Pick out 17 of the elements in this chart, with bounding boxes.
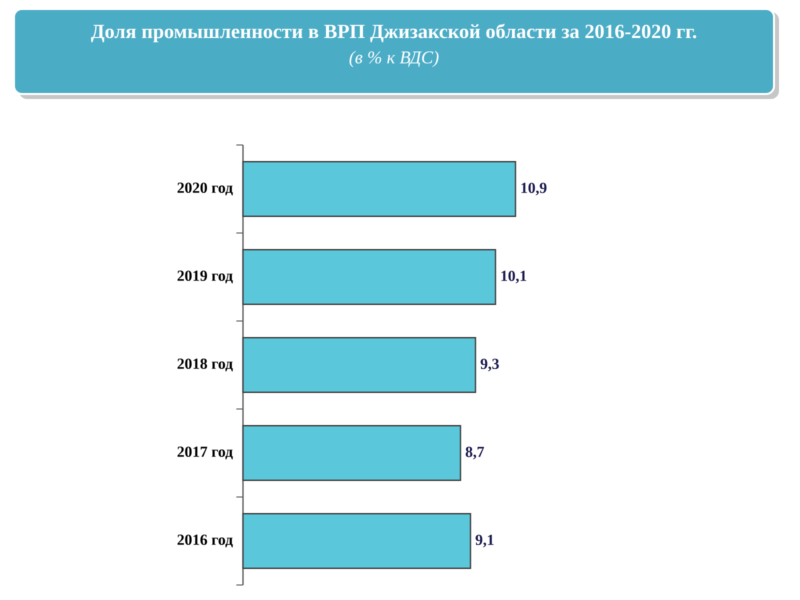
y-tick-label: 2018 год [178, 358, 233, 372]
bar [242, 161, 516, 218]
y-tick-label: 2016 год [178, 534, 233, 548]
data-label: 10,9 [521, 182, 546, 196]
data-label: 10,1 [501, 270, 526, 284]
data-label: 9,3 [480, 358, 499, 372]
bar [242, 425, 462, 482]
data-label: 8,7 [466, 446, 484, 460]
bar [242, 513, 472, 570]
bar [242, 249, 496, 306]
y-tick-label: 2020 год [178, 182, 233, 196]
y-tick-label: 2017 год [178, 446, 233, 460]
chart-title: Доля промышленности в ВРП Джизакской области за 2016-2020 гг. [90, 24, 696, 42]
chart-subtitle: (в % к ВДС) [350, 50, 439, 68]
data-label: 9,1 [476, 534, 494, 548]
y-tick-label: 2019 год [178, 270, 233, 284]
bar [242, 337, 476, 394]
